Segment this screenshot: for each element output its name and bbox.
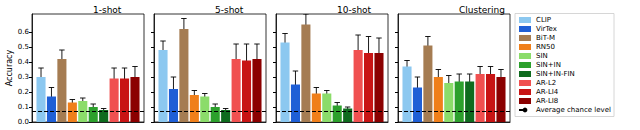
- svg-text:10-shot: 10-shot: [337, 5, 372, 15]
- svg-text:5-shot: 5-shot: [215, 5, 244, 15]
- svg-text:1-shot: 1-shot: [93, 5, 122, 15]
- svg-text:AR-LI8: AR-LI8: [536, 97, 558, 105]
- svg-text:RN50: RN50: [536, 43, 555, 51]
- svg-text:CLIP: CLIP: [536, 16, 551, 24]
- svg-text:0.1: 0.1: [18, 103, 29, 111]
- svg-text:SIN+IN: SIN+IN: [536, 61, 561, 69]
- svg-text:0.5: 0.5: [18, 43, 29, 51]
- svg-text:0.6: 0.6: [18, 28, 30, 36]
- svg-text:AR-L2: AR-L2: [536, 79, 556, 87]
- svg-text:Average chance level: Average chance level: [536, 106, 611, 114]
- svg-text:BiT-M: BiT-M: [536, 34, 555, 42]
- svg-text:0.2: 0.2: [18, 88, 29, 96]
- svg-text:0.3: 0.3: [18, 73, 29, 81]
- svg-text:SIN: SIN: [536, 52, 548, 60]
- svg-text:SIN+IN-FIN: SIN+IN-FIN: [536, 70, 575, 78]
- svg-text:Accuracy: Accuracy: [5, 49, 14, 86]
- svg-text:VirTex: VirTex: [536, 25, 557, 33]
- svg-text:0.4: 0.4: [18, 58, 30, 66]
- svg-text:AR-LI4: AR-LI4: [536, 88, 559, 96]
- svg-text:0.0: 0.0: [18, 118, 29, 126]
- svg-text:Clustering: Clustering: [459, 5, 505, 15]
